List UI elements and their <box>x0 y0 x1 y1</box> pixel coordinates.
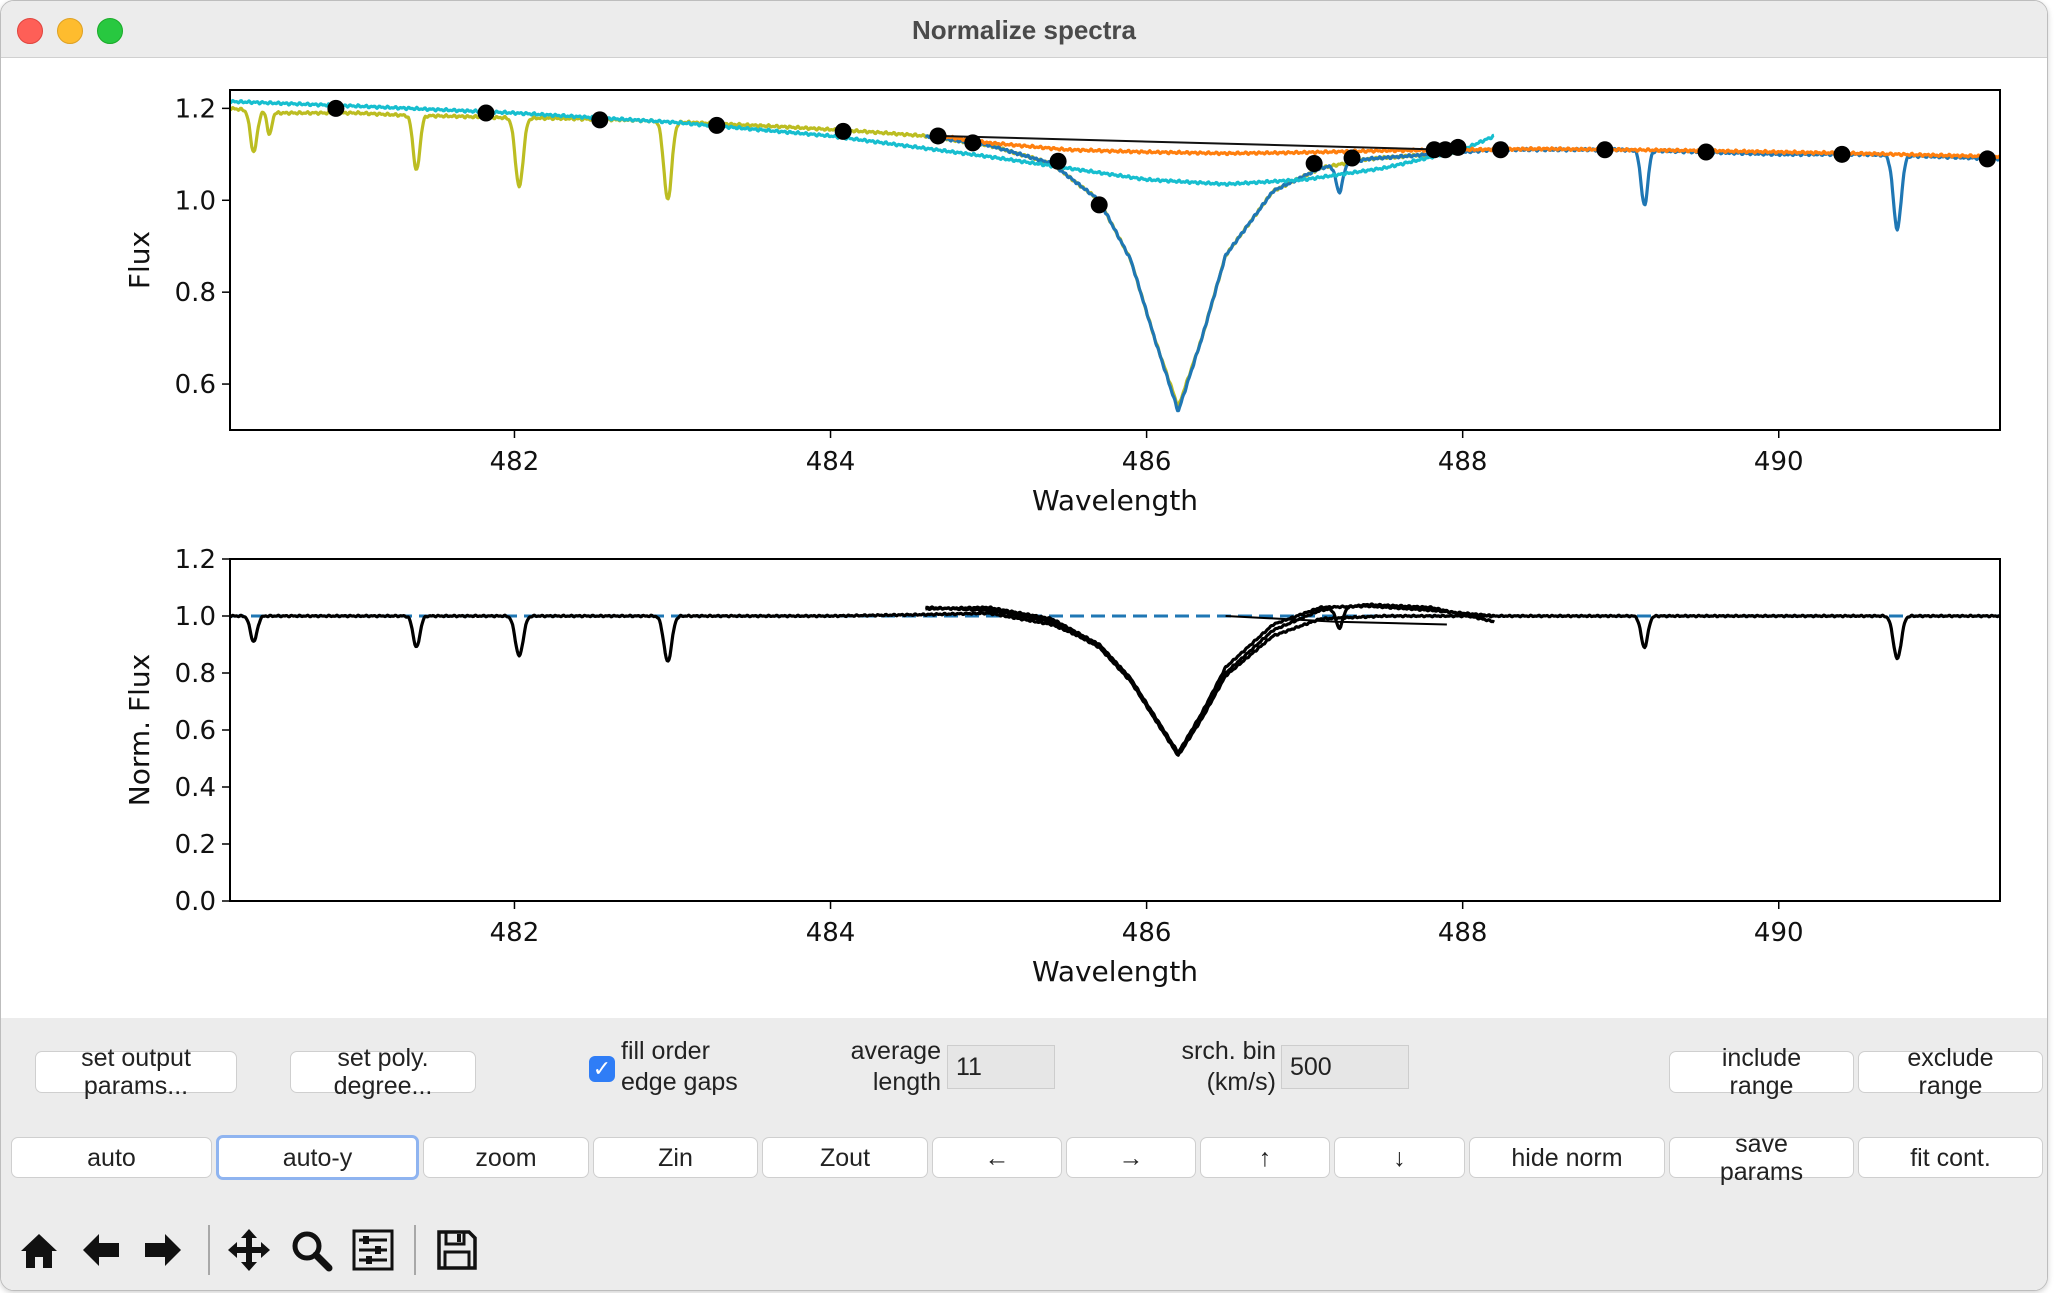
plot-area <box>230 602 2000 757</box>
average-length-input[interactable]: 11 <box>947 1045 1055 1089</box>
pan-right-button[interactable]: → <box>1066 1137 1196 1178</box>
y-tick-label: 0.6 <box>175 716 216 746</box>
x-tick-label: 486 <box>1122 447 1172 477</box>
save-params-button[interactable]: save params <box>1669 1130 1854 1186</box>
x-tick-label: 484 <box>806 447 856 477</box>
continuum-point <box>1833 145 1851 163</box>
save-icon[interactable] <box>431 1224 483 1276</box>
controls-panel: set output params... set poly. degree...… <box>1 1018 2047 1290</box>
configure-icon[interactable] <box>347 1224 399 1276</box>
continuum-point <box>964 134 982 152</box>
include-range-button[interactable]: include range <box>1669 1044 1854 1100</box>
y-axis-label: Flux <box>123 231 156 289</box>
continuum-point <box>929 127 947 145</box>
fill-order-label: fill order edge gaps <box>621 1037 738 1096</box>
continuum-point <box>327 99 345 117</box>
y-tick-label: 1.2 <box>175 94 216 124</box>
home-icon[interactable] <box>13 1224 65 1276</box>
y-tick-label: 0.8 <box>175 278 216 308</box>
series-line-3 <box>924 603 1495 755</box>
x-tick-label: 486 <box>1122 918 1172 948</box>
title-bar: Normalize spectra <box>1 1 2047 58</box>
zoom-button[interactable]: zoom <box>423 1137 589 1178</box>
y-tick-label: 0.0 <box>175 887 216 917</box>
set-poly-degree-button[interactable]: set poly. degree... <box>290 1044 476 1100</box>
continuum-point <box>1343 149 1361 167</box>
x-tick-label: 482 <box>490 918 540 948</box>
continuum-point <box>1049 152 1067 170</box>
x-axis-label: Wavelength <box>1032 484 1198 517</box>
x-tick-label: 482 <box>490 447 540 477</box>
pan-down-button[interactable]: ↓ <box>1334 1137 1465 1178</box>
continuum-point <box>1978 150 1996 168</box>
series-line-3 <box>230 98 1495 187</box>
x-tick-label: 490 <box>1754 447 1804 477</box>
x-tick-label: 490 <box>1754 918 1804 948</box>
continuum-point <box>1596 141 1614 159</box>
hide-norm-button[interactable]: hide norm <box>1469 1137 1665 1178</box>
continuum-point <box>834 122 852 140</box>
set-output-params-button[interactable]: set output params... <box>35 1044 237 1100</box>
y-tick-label: 0.8 <box>175 659 216 689</box>
chart-panel-1: 482 484 486 488 490 0.6 0.8 1.0 1.2 Wavelength Flu… <box>123 89 2001 517</box>
average-length-label: average length <box>850 1037 941 1096</box>
pan-icon[interactable] <box>223 1224 275 1276</box>
series-line-1 <box>230 610 2000 757</box>
srch-bin-input[interactable]: 500 <box>1281 1045 1409 1089</box>
chart-panel-2: 482 484 486 488 490 0.0 0.2 0.4 0.6 0.8 1.0 1.2 Wave… <box>123 545 2001 988</box>
zoom-out-button[interactable]: Zout <box>762 1137 928 1178</box>
continuum-point <box>477 104 495 122</box>
y-tick-label: 0.6 <box>175 370 216 400</box>
plot-area <box>230 98 2000 413</box>
y-axis-label: Norm. Flux <box>123 654 156 806</box>
window-title: Normalize spectra <box>912 15 1136 45</box>
zoom-in-button[interactable]: Zin <box>593 1137 758 1178</box>
forward-icon[interactable] <box>137 1224 189 1276</box>
x-tick-label: 488 <box>1438 918 1488 948</box>
y-tick-label: 1.2 <box>175 545 216 575</box>
pan-up-button[interactable]: ↑ <box>1200 1137 1330 1178</box>
exclude-range-button[interactable]: exclude range <box>1858 1044 2043 1100</box>
minimize-window-button[interactable] <box>57 18 83 44</box>
continuum-point <box>1090 196 1108 214</box>
series-line-4 <box>940 133 2000 160</box>
continuum-point <box>1436 141 1454 159</box>
continuum-point <box>1305 155 1323 173</box>
y-tick-label: 0.2 <box>175 830 216 860</box>
plot-figure[interactable]: 482 484 486 488 490 0.6 0.8 1.0 1.2 Wavelength Flu… <box>1 58 2047 1018</box>
auto-button[interactable]: auto <box>11 1137 212 1178</box>
x-tick-label: 488 <box>1438 447 1488 477</box>
plot-canvas[interactable]: 482 484 486 488 490 0.6 0.8 1.0 1.2 Wavelength Flu… <box>1 58 2047 1018</box>
series-line-2 <box>924 602 1496 755</box>
continuum-point <box>1449 138 1467 156</box>
continuum-point <box>708 116 726 134</box>
close-window-button[interactable] <box>17 18 43 44</box>
pan-left-button[interactable]: ← <box>932 1137 1062 1178</box>
x-axis-label: Wavelength <box>1032 955 1198 988</box>
y-tick-label: 0.4 <box>175 773 216 803</box>
zoom-window-button[interactable] <box>97 18 123 44</box>
series-line-2 <box>924 133 2000 413</box>
auto-y-button[interactable]: auto-y <box>216 1135 419 1180</box>
fit-continuum-button[interactable]: fit cont. <box>1858 1137 2043 1178</box>
plot-frame <box>229 89 2001 431</box>
back-icon[interactable] <box>75 1224 127 1276</box>
y-tick-label: 1.0 <box>175 186 216 216</box>
y-tick-label: 1.0 <box>175 602 216 632</box>
continuum-point <box>591 111 609 129</box>
toolbar-separator <box>414 1225 416 1275</box>
plot-frame <box>229 558 2001 902</box>
series-line-4 <box>1225 615 1447 626</box>
fill-order-checkbox[interactable]: ✓ <box>589 1056 615 1082</box>
zoom-icon[interactable] <box>285 1224 337 1276</box>
series-line-5 <box>941 134 1447 151</box>
toolbar-separator <box>208 1225 210 1275</box>
continuum-point <box>1492 141 1510 159</box>
continuum-point <box>1697 143 1715 161</box>
x-tick-label: 484 <box>806 918 856 948</box>
srch-bin-label: srch. bin (km/s) <box>1181 1037 1276 1096</box>
